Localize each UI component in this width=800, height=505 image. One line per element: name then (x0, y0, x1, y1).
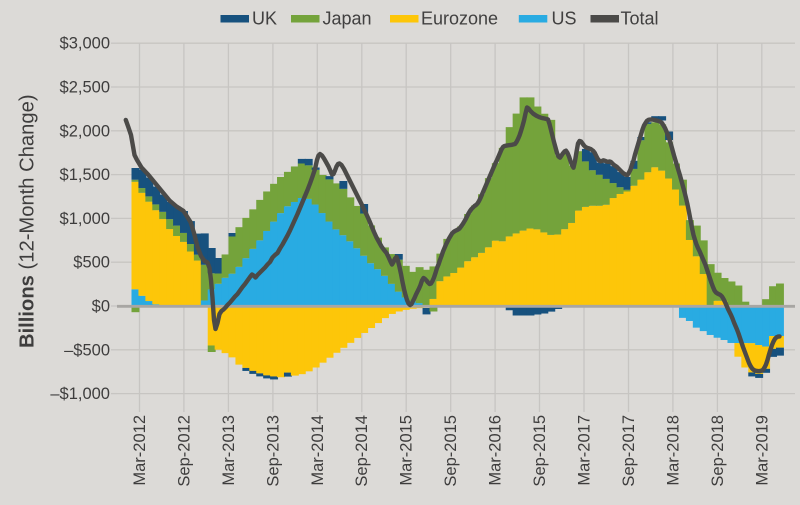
svg-text:$500: $500 (73, 254, 110, 272)
svg-text:Sep-2017: Sep-2017 (620, 415, 638, 487)
svg-text:Sep-2012: Sep-2012 (175, 415, 193, 487)
svg-text:Mar-2018: Mar-2018 (664, 415, 682, 486)
svg-text:Billions (12-Month Change): Billions (12-Month Change) (17, 94, 39, 348)
svg-text:Mar-2016: Mar-2016 (487, 415, 505, 486)
svg-text:–$1,000: –$1,000 (50, 385, 110, 403)
svg-text:Sep-2015: Sep-2015 (442, 415, 460, 487)
svg-text:$3,000: $3,000 (60, 35, 110, 53)
svg-text:Mar-2013: Mar-2013 (220, 415, 238, 486)
svg-text:Eurozone: Eurozone (421, 9, 498, 29)
svg-text:$0: $0 (92, 298, 110, 316)
svg-text:Mar-2017: Mar-2017 (576, 415, 594, 486)
svg-text:Total: Total (621, 9, 659, 29)
svg-text:Sep-2018: Sep-2018 (709, 415, 727, 487)
svg-text:–$500: –$500 (64, 341, 110, 359)
svg-text:$2,500: $2,500 (60, 79, 110, 97)
svg-text:Mar-2014: Mar-2014 (309, 415, 327, 486)
svg-text:Japan: Japan (323, 9, 372, 29)
svg-text:Mar-2019: Mar-2019 (753, 415, 771, 486)
svg-text:Mar-2012: Mar-2012 (131, 415, 149, 486)
svg-text:Sep-2014: Sep-2014 (353, 415, 371, 487)
svg-text:$1,500: $1,500 (60, 166, 110, 184)
svg-text:Mar-2015: Mar-2015 (398, 415, 416, 486)
svg-text:$1,000: $1,000 (60, 210, 110, 228)
svg-text:UK: UK (252, 9, 277, 29)
svg-text:$2,000: $2,000 (60, 122, 110, 140)
svg-text:Sep-2013: Sep-2013 (264, 415, 282, 487)
svg-text:Sep-2015: Sep-2015 (531, 415, 549, 487)
svg-text:US: US (552, 9, 577, 29)
